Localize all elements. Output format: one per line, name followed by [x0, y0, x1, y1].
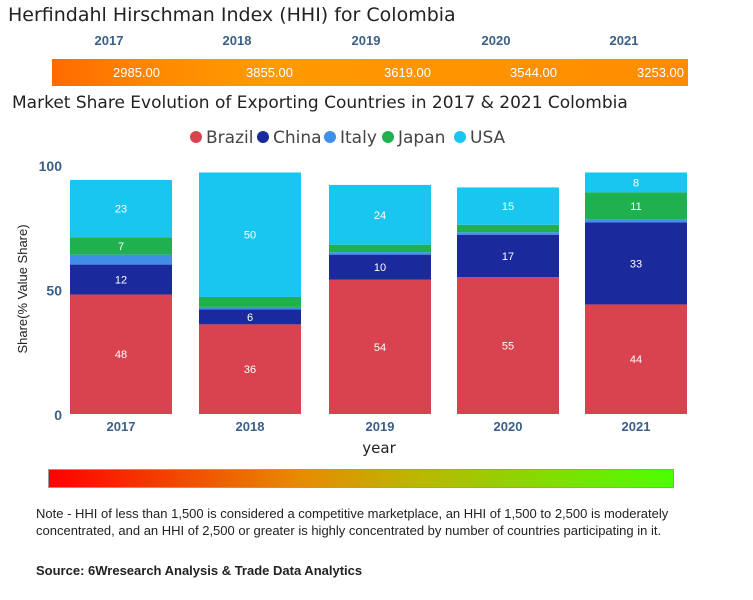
legend-label-china: China [273, 128, 322, 148]
data-label-brazil-2020: 55 [502, 341, 514, 353]
hhi-year-label: 2021 [609, 33, 639, 48]
data-label-japan-2017: 7 [118, 241, 124, 253]
x-tick-label: 2020 [494, 419, 523, 434]
data-label-china-2018: 6 [247, 312, 253, 324]
hhi-value: 3253.00 [637, 65, 684, 80]
legend-marker-japan [382, 131, 394, 143]
bar-segment-japan-2017 [70, 237, 172, 255]
y-tick-label: 100 [39, 158, 63, 174]
bar-segment-italy-2019 [329, 252, 431, 255]
legend-label-japan: Japan [397, 128, 445, 148]
y-tick-label: 0 [54, 407, 62, 423]
legend-label-brazil: Brazil [206, 128, 253, 148]
data-label-brazil-2018: 36 [244, 364, 256, 376]
x-tick-label: 2019 [366, 419, 395, 434]
bar-segment-japan-2020 [457, 224, 559, 233]
bar-segment-china-2018 [199, 309, 301, 325]
bar-segment-usa-2018 [199, 172, 301, 297]
x-tick-label: 2018 [236, 419, 265, 434]
bar-segment-brazil-2017 [70, 294, 172, 414]
concentration-scale-bar [48, 469, 674, 488]
bar-segment-china-2017 [70, 264, 172, 295]
chart-title: Market Share Evolution of Exporting Coun… [12, 93, 628, 113]
data-label-japan-2021: 11 [630, 201, 641, 213]
data-label-usa-2019: 24 [374, 210, 386, 222]
y-tick-label: 50 [46, 283, 62, 299]
data-label-usa-2020: 15 [502, 201, 514, 213]
legend-marker-brazil [190, 131, 202, 143]
chart-legend: Brazil China Italy Japan USA [190, 128, 506, 148]
data-label-china-2017: 12 [115, 275, 127, 287]
bar-segment-italy-2020 [457, 232, 559, 235]
hhi-title: Herfindahl Hirschman Index (HHI) for Col… [8, 4, 456, 26]
data-label-usa-2021: 8 [633, 177, 639, 189]
y-axis-label: Share(% Value Share) [15, 224, 30, 353]
bar-segment-brazil-2019 [329, 279, 431, 414]
hhi-value: 3544.00 [510, 65, 557, 80]
bar-segment-china-2019 [329, 254, 431, 280]
bar-segment-japan-2021 [585, 192, 687, 220]
bar-segment-usa-2017 [70, 179, 172, 238]
bar-segment-japan-2019 [329, 244, 431, 253]
hhi-year-label: 2018 [222, 33, 252, 48]
hhi-year-label: 2020 [481, 33, 511, 48]
hhi-year-row: 2017 2018 2019 2020 2021 [52, 33, 688, 51]
y-axis: 0 50 100 Share(% Value Share) [15, 158, 62, 423]
source-text: Source: 6Wresearch Analysis & Trade Data… [36, 563, 363, 578]
x-axis-label: year [362, 439, 396, 457]
legend-label-usa: USA [470, 128, 506, 148]
bar-segment-china-2021 [585, 222, 687, 305]
hhi-value-bar: 2985.00 3855.00 3619.00 3544.00 3253.00 [52, 59, 688, 86]
stacked-bar-chart: Brazil China Italy Japan USA 0 50 100 Share(% V… [15, 128, 687, 457]
data-label-china-2019: 10 [374, 262, 386, 274]
data-label-usa-2017: 23 [115, 204, 127, 216]
bar-segment-italy-2017 [70, 254, 172, 265]
hhi-year-label: 2019 [351, 33, 381, 48]
hhi-year-label: 2017 [94, 33, 124, 48]
bar-segment-brazil-2018 [199, 324, 301, 414]
bar-segment-usa-2019 [329, 184, 431, 245]
data-label-brazil-2021: 44 [630, 354, 642, 366]
hhi-note: Note - HHI of less than 1,500 is conside… [36, 506, 669, 538]
data-label-brazil-2017: 48 [115, 349, 127, 361]
x-tick-label: 2017 [107, 419, 136, 434]
hhi-value: 3855.00 [246, 65, 293, 80]
x-axis: 2017 2018 2019 2020 2021 year [107, 419, 651, 457]
x-tick-label: 2021 [622, 419, 651, 434]
bar-segment-brazil-2020 [457, 277, 559, 414]
data-label-brazil-2019: 54 [374, 342, 386, 354]
legend-marker-usa [454, 131, 466, 143]
data-label-china-2021: 33 [630, 258, 642, 270]
bar-segment-italy-2021 [585, 219, 687, 223]
bar-stacks: 48 12 7 23 36 6 50 54 10 24 55 17 15 44 33 11 8 [70, 172, 687, 414]
legend-label-italy: Italy [340, 128, 377, 148]
bar-segment-japan-2018 [199, 296, 301, 307]
legend-marker-italy [324, 131, 336, 143]
legend-marker-china [257, 131, 269, 143]
bar-segment-brazil-2021 [585, 304, 687, 414]
bar-segment-usa-2021 [585, 172, 687, 193]
bar-segment-italy-2018 [199, 306, 301, 310]
bar-segment-china-2020 [457, 234, 559, 278]
hhi-value: 3619.00 [384, 65, 431, 80]
data-label-usa-2018: 50 [244, 230, 256, 242]
hhi-value: 2985.00 [113, 65, 160, 80]
data-label-china-2020: 17 [502, 251, 514, 263]
bar-segment-usa-2020 [457, 187, 559, 225]
